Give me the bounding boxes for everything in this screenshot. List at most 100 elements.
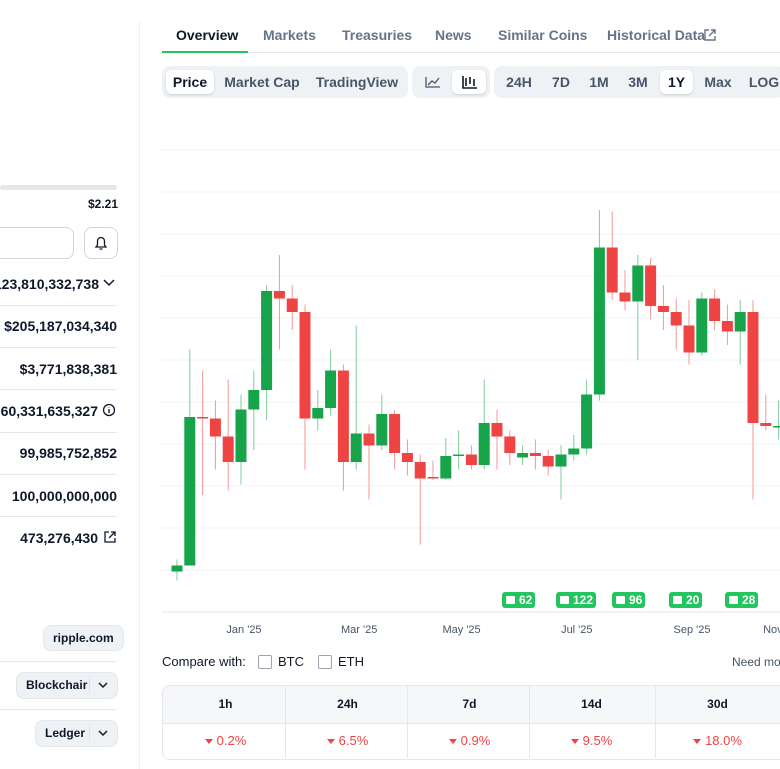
candle-body bbox=[184, 417, 196, 566]
stat-value: 60,331,635,327 bbox=[0, 403, 98, 419]
bell-icon bbox=[94, 236, 108, 250]
need-more-link[interactable]: Need more bbox=[732, 655, 780, 669]
alert-button[interactable] bbox=[84, 227, 118, 259]
external-link-icon[interactable] bbox=[103, 530, 117, 544]
view-button[interactable]: TradingView bbox=[315, 74, 399, 90]
candle-body bbox=[286, 298, 298, 312]
table-header: 14d bbox=[581, 697, 602, 711]
candle-body bbox=[389, 414, 401, 453]
candle-body bbox=[376, 414, 388, 446]
candle-body bbox=[657, 306, 669, 312]
change-value: 6.5% bbox=[287, 723, 408, 758]
column-divider bbox=[139, 20, 140, 769]
candle-body bbox=[299, 312, 311, 419]
explorer-button[interactable]: Blockchair bbox=[16, 672, 118, 699]
divider bbox=[0, 389, 117, 390]
range-button[interactable]: 7D bbox=[552, 74, 570, 90]
table-header: 1h bbox=[218, 697, 233, 711]
explorer-label: Blockchair bbox=[26, 678, 88, 692]
tab[interactable]: Historical Data bbox=[607, 27, 706, 43]
change-value: 9.5% bbox=[531, 723, 652, 758]
candle-body bbox=[696, 298, 708, 353]
candle-body bbox=[734, 312, 746, 332]
compare-label: Compare with: bbox=[162, 654, 246, 669]
checkbox[interactable] bbox=[258, 655, 272, 669]
change-table bbox=[162, 685, 780, 760]
candle-body bbox=[209, 418, 221, 437]
candle-body bbox=[222, 436, 234, 462]
candle-body bbox=[619, 292, 631, 302]
view-button[interactable]: Price bbox=[166, 70, 214, 94]
tab[interactable]: Similar Coins bbox=[498, 27, 588, 43]
news-badge: 28 bbox=[725, 592, 759, 608]
candle-body bbox=[632, 265, 644, 302]
range-button[interactable]: 1M bbox=[589, 74, 609, 90]
wallet-label: Ledger bbox=[45, 726, 86, 740]
x-tick-label: Sep '25 bbox=[674, 624, 711, 636]
divider bbox=[0, 661, 117, 662]
column-divider bbox=[655, 686, 656, 758]
stat-value: 100,000,000,000 bbox=[11, 488, 117, 504]
column-divider bbox=[407, 686, 408, 758]
range-button[interactable]: LOG bbox=[748, 74, 780, 90]
range-button[interactable]: Max bbox=[704, 74, 732, 90]
candle-chart-button[interactable] bbox=[452, 70, 486, 94]
change-value: 18.0% bbox=[657, 723, 778, 758]
candle-body bbox=[312, 408, 324, 419]
x-tick-label: May '25 bbox=[443, 624, 481, 636]
range-button[interactable]: 3M bbox=[628, 74, 648, 90]
range-group bbox=[494, 66, 780, 98]
candle-body bbox=[197, 417, 209, 419]
compare-option[interactable]: ETH bbox=[338, 654, 364, 669]
news-badge: 96 bbox=[612, 592, 646, 608]
candle-body bbox=[350, 433, 362, 462]
compare-option[interactable]: BTC bbox=[278, 654, 304, 669]
range-button[interactable]: 1Y bbox=[660, 70, 693, 94]
candle-body bbox=[325, 370, 337, 408]
stat-value: 123,810,332,738 bbox=[0, 276, 99, 292]
tab[interactable]: News bbox=[435, 27, 472, 43]
stat-value: $3,771,838,381 bbox=[19, 361, 117, 377]
tab[interactable]: Treasuries bbox=[342, 27, 413, 43]
candle-body bbox=[747, 312, 759, 423]
website-button[interactable]: ripple.com bbox=[43, 625, 124, 651]
table-header: 7d bbox=[462, 697, 477, 711]
divider bbox=[0, 474, 117, 475]
candle-body bbox=[773, 426, 780, 428]
tab[interactable]: Overview bbox=[176, 27, 239, 43]
news-badge: 62 bbox=[502, 592, 536, 608]
candle-body bbox=[568, 448, 580, 455]
dropdown bbox=[89, 725, 108, 742]
line-chart-button[interactable] bbox=[418, 70, 448, 94]
candle-body bbox=[401, 453, 413, 462]
stat-value: 99,985,752,852 bbox=[19, 445, 117, 461]
candle-body bbox=[517, 453, 529, 458]
candle-body bbox=[670, 312, 682, 326]
table-header: 24h bbox=[337, 697, 358, 711]
candle-body bbox=[261, 291, 273, 390]
x-tick-label: Mar '25 bbox=[341, 624, 377, 636]
range-button[interactable]: 24H bbox=[506, 74, 532, 90]
table-header: 30d bbox=[707, 697, 728, 711]
external-link-icon bbox=[704, 29, 716, 41]
candle-body bbox=[581, 394, 593, 449]
wallet-button[interactable]: Ledger bbox=[35, 720, 118, 747]
view-button[interactable]: Market Cap bbox=[224, 74, 300, 90]
candle-icon bbox=[462, 76, 477, 89]
price: $2.21 bbox=[87, 197, 118, 211]
candle-body bbox=[440, 456, 452, 479]
chevron[interactable] bbox=[102, 277, 116, 289]
candle-body bbox=[248, 390, 260, 410]
candle-body bbox=[645, 265, 657, 306]
checkbox[interactable] bbox=[318, 655, 332, 669]
price-chart: Jan '25 Mar '25 May '25 Jul '25 Sep '25 Nov '… bbox=[162, 149, 780, 636]
candle-body bbox=[337, 370, 349, 462]
candle-body bbox=[593, 247, 605, 395]
search-input[interactable] bbox=[0, 227, 74, 259]
info-icon[interactable] bbox=[102, 403, 116, 417]
candle-body bbox=[555, 454, 567, 467]
tab[interactable]: Markets bbox=[263, 27, 316, 43]
candle-body bbox=[529, 453, 541, 456]
x-tick-label: Jan '25 bbox=[226, 624, 261, 636]
